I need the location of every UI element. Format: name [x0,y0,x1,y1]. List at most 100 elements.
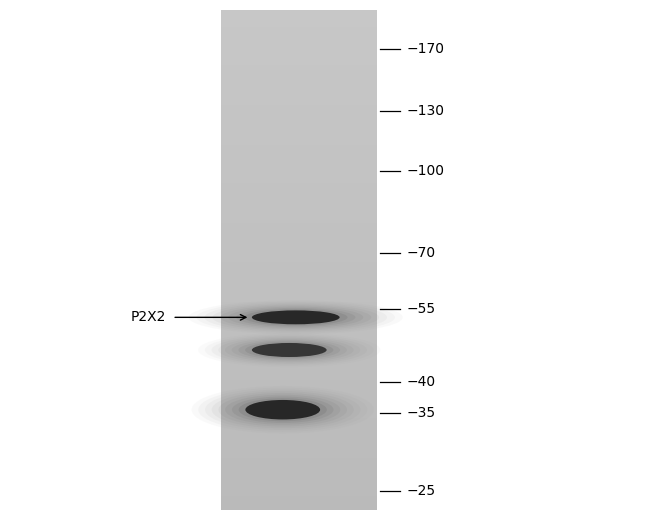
Bar [221,163,377,165]
Bar [221,271,377,274]
Bar [221,376,377,378]
Bar [221,120,377,122]
Bar [221,305,377,307]
Bar [221,22,377,24]
Bar [221,20,377,22]
Ellipse shape [252,310,339,324]
Bar [221,432,377,433]
Bar [221,197,377,199]
Bar [221,258,377,260]
Bar [221,418,377,420]
Bar [221,132,377,134]
Bar [221,415,377,417]
Bar [221,363,377,365]
Bar [221,147,377,149]
Text: −170: −170 [406,42,444,56]
Text: −35: −35 [406,406,436,420]
Bar [221,310,377,311]
Bar [221,30,377,32]
Bar [221,285,377,287]
Bar [221,175,377,177]
Text: −130: −130 [406,103,444,118]
Bar [221,352,377,353]
Bar [221,262,377,263]
Ellipse shape [252,343,326,357]
Bar [221,159,377,160]
Bar [221,430,377,432]
Bar [221,421,377,423]
Bar [221,142,377,144]
Bar [221,460,377,461]
Bar [221,157,377,159]
Bar [221,267,377,268]
Bar [221,57,377,59]
Bar [221,265,377,267]
Bar [221,60,377,62]
Bar [221,401,377,403]
Bar [221,54,377,55]
Bar [221,115,377,117]
Bar [221,100,377,102]
Bar [221,393,377,395]
Bar [221,353,377,355]
Bar [221,278,377,280]
Bar [221,87,377,88]
Bar [221,275,377,277]
Bar [221,463,377,465]
Bar [221,217,377,218]
Bar [221,97,377,99]
Bar [221,400,377,401]
Bar [221,144,377,145]
Bar [221,184,377,185]
Ellipse shape [231,339,347,361]
Bar [221,170,377,172]
Bar [221,153,377,155]
Bar [221,185,377,187]
Bar [221,382,377,383]
Bar [221,355,377,357]
Bar [221,150,377,152]
Ellipse shape [245,342,333,358]
Bar [221,451,377,453]
Bar [221,145,377,147]
Bar [221,240,377,242]
Bar [221,19,377,20]
Bar [221,177,377,178]
Ellipse shape [225,395,341,425]
Bar [221,160,377,162]
Bar [221,42,377,44]
Bar [221,327,377,328]
Bar [221,70,377,72]
Bar [221,470,377,471]
Bar [221,178,377,180]
Ellipse shape [236,308,356,327]
Bar [221,90,377,92]
Bar [221,50,377,52]
Bar [221,340,377,342]
Bar [221,328,377,330]
Bar [221,458,377,460]
Bar [221,82,377,84]
Bar [221,375,377,376]
Bar [221,486,377,488]
Text: −40: −40 [406,375,436,389]
Bar [221,12,377,14]
Bar [221,290,377,292]
Bar [221,506,377,508]
Bar [221,195,377,197]
Bar [221,476,377,478]
Bar [221,222,377,224]
Bar [221,282,377,283]
Bar [221,318,377,320]
Bar [221,34,377,35]
Bar [221,388,377,390]
Bar [221,365,377,367]
Bar [221,25,377,27]
Bar [221,392,377,393]
Bar [221,55,377,57]
Bar [221,257,377,258]
Bar [221,496,377,498]
Ellipse shape [205,389,361,430]
Bar [221,425,377,426]
Bar [221,491,377,493]
